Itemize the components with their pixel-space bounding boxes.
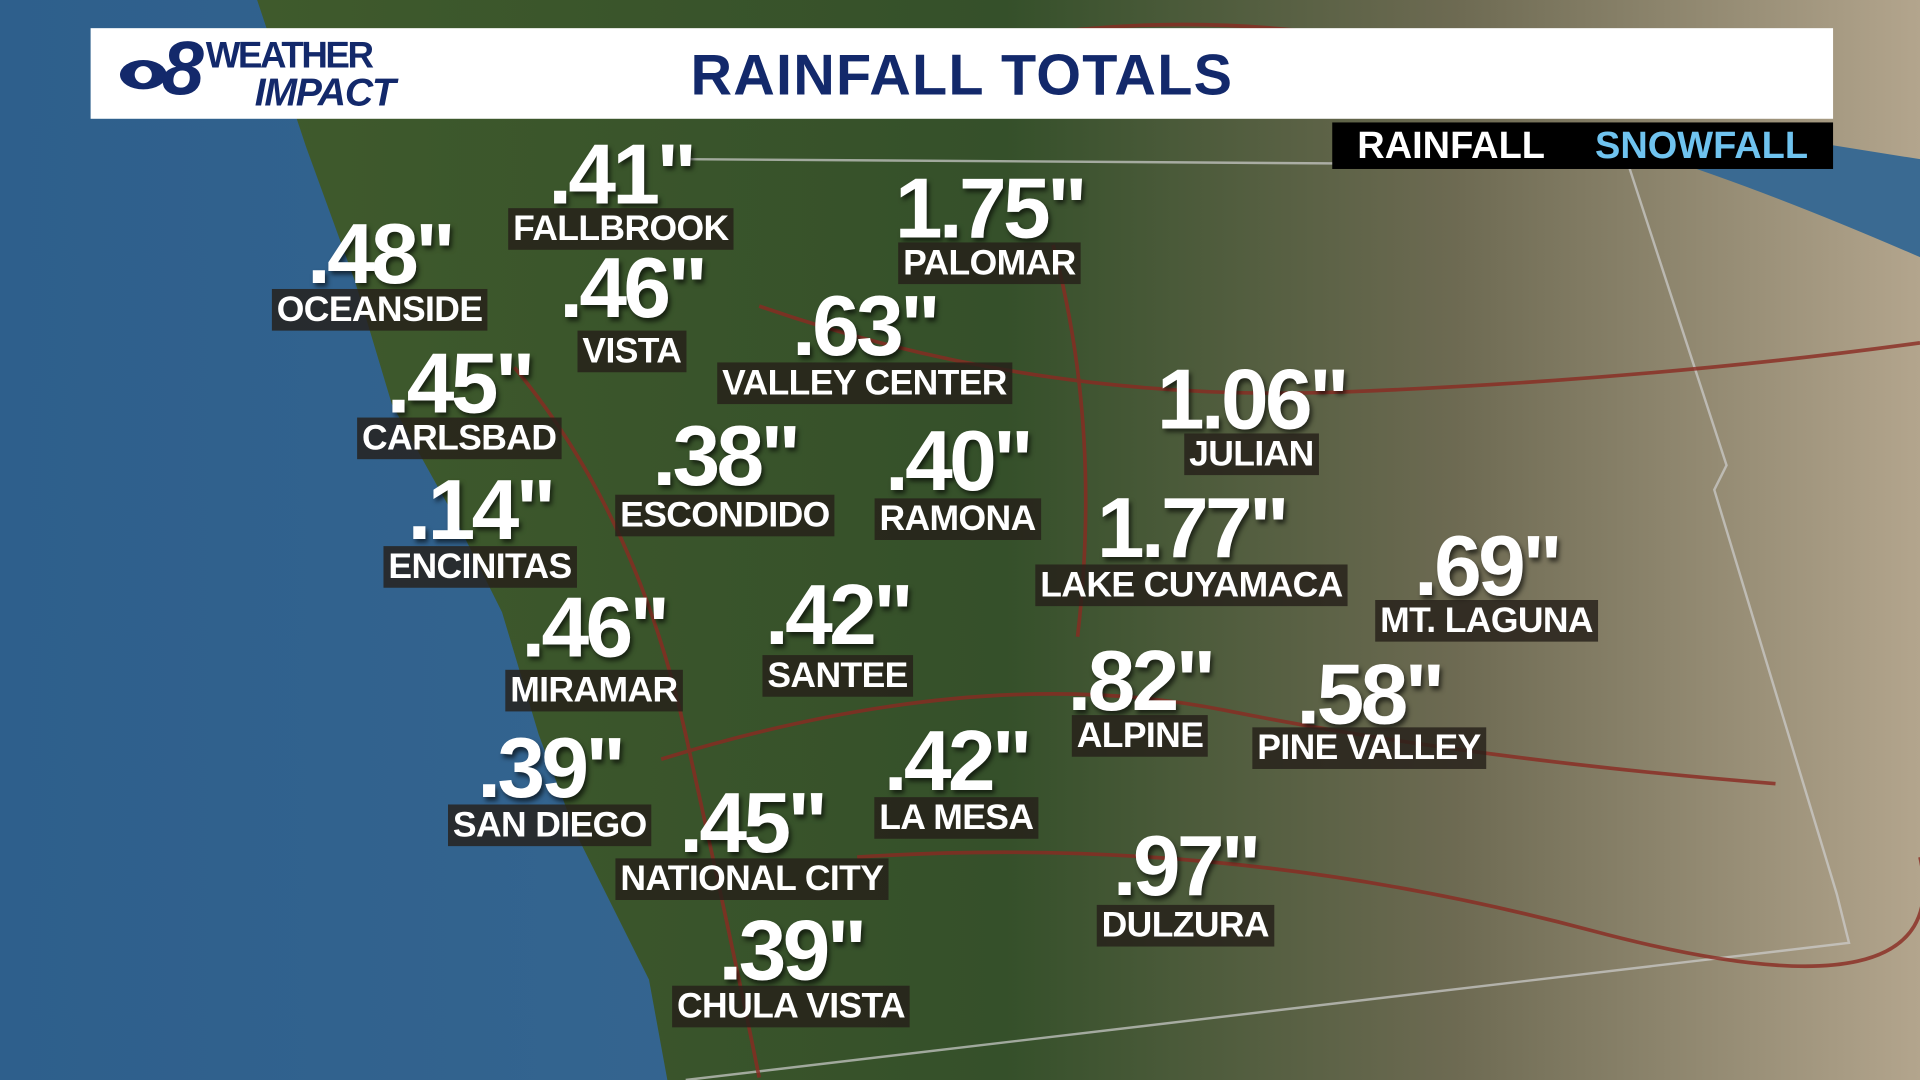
- rainfall-value: .58": [1296, 646, 1445, 743]
- rainfall-value: .46": [521, 579, 670, 675]
- rainfall-value: .42": [883, 712, 1033, 809]
- tabs: RAINFALL SNOWFALL: [1332, 122, 1834, 169]
- location-name: LAKE CUYAMACA: [1035, 564, 1348, 607]
- rainfall-value: 1.75": [894, 160, 1088, 256]
- rainfall-value: .40": [885, 412, 1034, 509]
- header: 8 WEATHER IMPACT RAINFALL TOTALS: [90, 27, 1834, 119]
- location-name: NATIONAL CITY: [615, 858, 889, 901]
- location-name: ESCONDIDO: [615, 494, 835, 537]
- rainfall-value: .41": [548, 126, 697, 222]
- location-name: FALLBROOK: [508, 208, 734, 250]
- location-name: SANTEE: [762, 655, 913, 697]
- rainfall-value: .48": [307, 205, 456, 302]
- rainfall-value: .39": [718, 902, 867, 998]
- rainfall-value: .63": [791, 277, 941, 374]
- location-name: VALLEY CENTER: [717, 362, 1012, 405]
- logo-line: IMPACT: [254, 69, 396, 114]
- rainfall-value: 1.06": [1156, 351, 1350, 447]
- rainfall-value: 1.77": [1096, 480, 1290, 576]
- location-name: VISTA: [577, 330, 687, 373]
- location-name: SAN DIEGO: [448, 804, 652, 847]
- location-name: OCEANSIDE: [271, 288, 488, 331]
- logo-eye: [120, 60, 167, 90]
- location-name: ENCINITAS: [383, 546, 577, 588]
- rainfall-value: .45": [679, 775, 828, 871]
- land: [257, 0, 1920, 1080]
- roads: [366, 22, 1920, 1078]
- rainfall-value: .38": [652, 407, 801, 504]
- logo-number: 8: [161, 26, 204, 112]
- rainfall-value: .97": [1112, 817, 1262, 914]
- location-name: LA MESA: [874, 797, 1039, 839]
- location-name: JULIAN: [1184, 433, 1319, 476]
- tab[interactable]: SNOWFALL: [1595, 123, 1809, 167]
- location-name: CHULA VISTA: [672, 985, 910, 1028]
- location-name: CARLSBAD: [357, 417, 562, 460]
- rainfall-value: .82": [1067, 633, 1216, 729]
- rainfall-value: .69": [1413, 517, 1563, 614]
- logo: 8 WEATHER IMPACT: [118, 27, 449, 114]
- location-name: MT. LAGUNA: [1375, 600, 1598, 642]
- location-name: ALPINE: [1071, 715, 1209, 757]
- location-name: PALOMAR: [898, 242, 1081, 285]
- location-name: PINE VALLEY: [1252, 727, 1486, 769]
- location-name: RAMONA: [874, 498, 1041, 541]
- logo-line: WEATHER: [205, 35, 374, 76]
- location-name: DULZURA: [1096, 904, 1274, 947]
- tab[interactable]: RAINFALL: [1357, 123, 1545, 167]
- rainfall-value: .46": [559, 240, 708, 336]
- rainfall-value: .45": [386, 335, 536, 432]
- rainfall-value: .42": [765, 566, 914, 663]
- rainfall-value: .39": [477, 720, 626, 816]
- rainfall-value: .14": [407, 461, 556, 558]
- location-name: MIRAMAR: [505, 669, 683, 712]
- title: RAINFALL TOTALS: [690, 41, 1234, 107]
